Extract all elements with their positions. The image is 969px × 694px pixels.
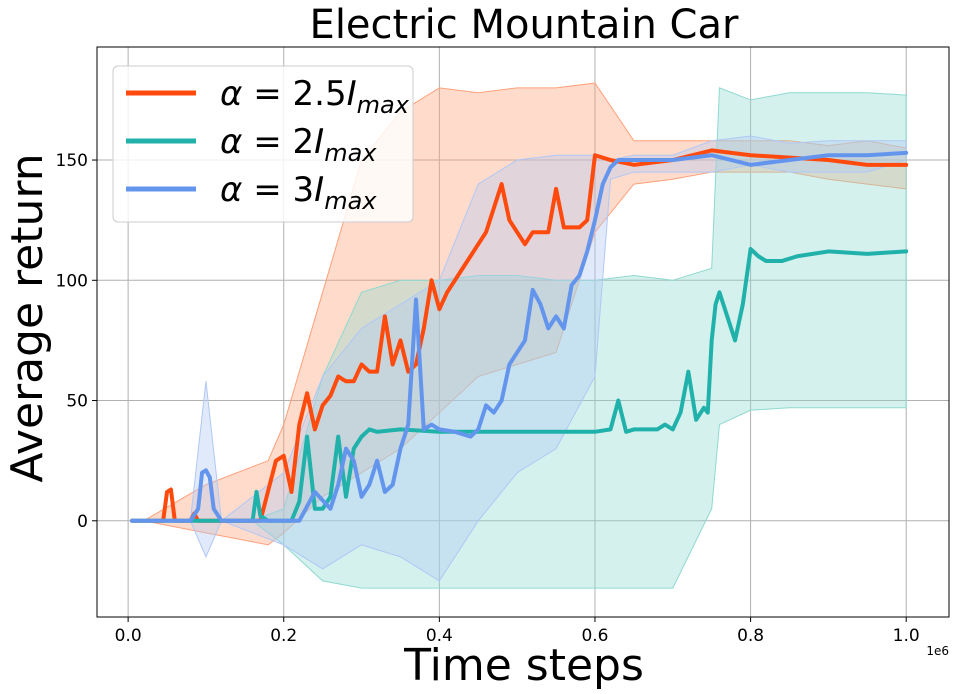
series-lines bbox=[130, 148, 909, 523]
legend-label-1: α = 2Imax bbox=[220, 122, 377, 167]
plot-frame bbox=[96, 46, 950, 618]
legend-label-2: α = 3Imax bbox=[220, 170, 377, 215]
legend-label-part: = 2.5 bbox=[242, 74, 346, 114]
legend-label-part: I bbox=[314, 122, 324, 162]
chart-title: Electric Mountain Car bbox=[310, 2, 739, 48]
legend-label-subscript: max bbox=[324, 187, 377, 215]
x-axis-label: Time steps bbox=[403, 640, 644, 691]
y-tick-label: 150 bbox=[56, 151, 88, 171]
x-tick-label: 1.0 bbox=[893, 626, 920, 646]
y-tick-label: 100 bbox=[56, 271, 88, 291]
legend-label-part: I bbox=[347, 74, 357, 114]
series-line-1 bbox=[130, 247, 909, 523]
legend-label-subscript: max bbox=[324, 139, 377, 167]
legend-label-part: = 2 bbox=[242, 122, 314, 162]
series-line-0 bbox=[130, 148, 909, 523]
x-tick-label: 0.6 bbox=[581, 626, 608, 646]
x-tick-label: 0.8 bbox=[737, 626, 764, 646]
x-axis-offset-label: 1e6 bbox=[926, 644, 949, 658]
axis-ticks: 0.0 0.2 0.4 0.6 0.8 1.0 0 50 100 150 bbox=[56, 151, 920, 646]
legend-label-0: α = 2.5Imax bbox=[220, 74, 410, 119]
legend-label-part: α bbox=[220, 170, 242, 210]
y-axis-label: Average return bbox=[2, 153, 53, 482]
x-tick-label: 0.2 bbox=[270, 626, 297, 646]
confidence-bands bbox=[132, 82, 907, 589]
legend-box bbox=[112, 65, 414, 223]
legend-label-part: α bbox=[220, 122, 242, 162]
legend-label-part: I bbox=[314, 170, 324, 210]
legend-label-subscript: max bbox=[357, 91, 410, 119]
series-line-2 bbox=[130, 150, 909, 523]
y-tick-label: 50 bbox=[66, 392, 88, 412]
x-tick-label: 0.0 bbox=[115, 626, 142, 646]
legend-label-part: α bbox=[220, 74, 242, 114]
legend-label-part: = 3 bbox=[242, 170, 314, 210]
y-tick-label: 0 bbox=[77, 512, 88, 532]
confidence-band-2 bbox=[132, 135, 907, 582]
x-tick-label: 0.4 bbox=[426, 626, 453, 646]
